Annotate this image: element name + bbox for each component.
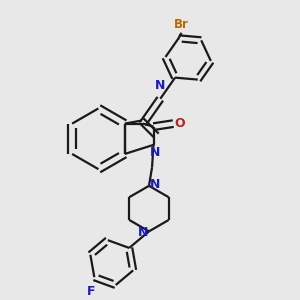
Text: Br: Br: [173, 18, 188, 31]
Text: N: N: [138, 226, 148, 239]
Text: F: F: [87, 285, 95, 298]
Text: O: O: [175, 117, 185, 130]
Text: N: N: [155, 79, 166, 92]
Text: N: N: [150, 178, 160, 191]
Text: N: N: [150, 146, 160, 159]
